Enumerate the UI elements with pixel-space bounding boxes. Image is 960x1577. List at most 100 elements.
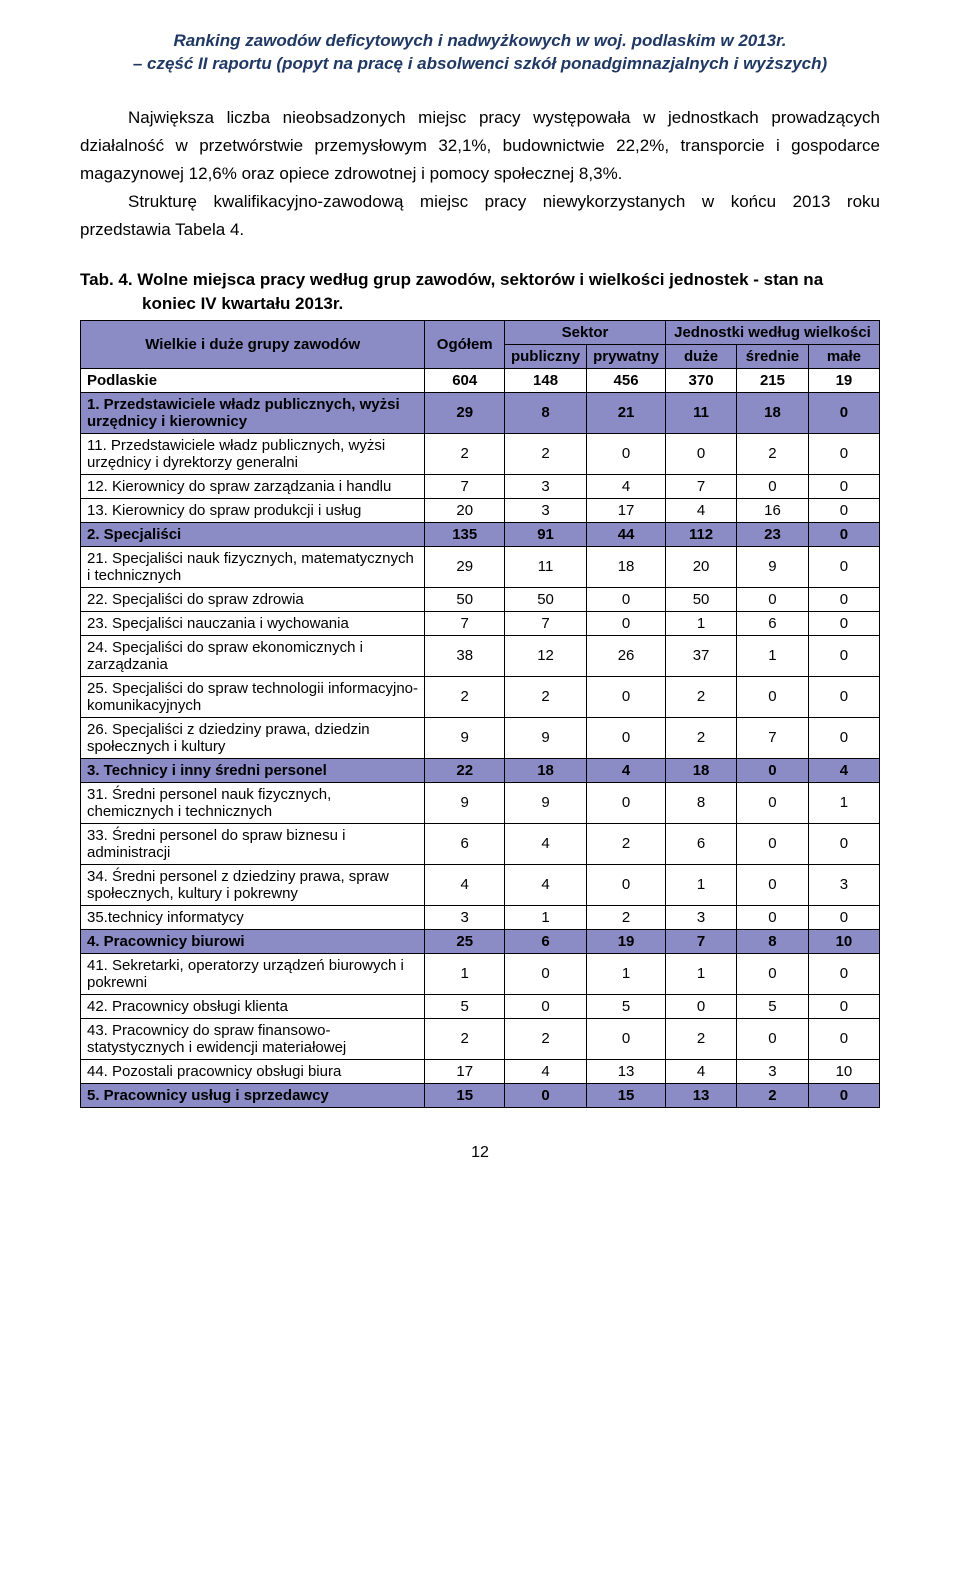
row-value: 0: [587, 864, 666, 905]
row-label: 34. Średni personel z dziedziny prawa, s…: [81, 864, 425, 905]
row-value: 4: [666, 1059, 737, 1083]
row-value: 1: [737, 635, 809, 676]
row-value: 3: [808, 864, 879, 905]
row-value: 0: [666, 433, 737, 474]
row-value: 18: [504, 758, 586, 782]
row-value: 4: [587, 474, 666, 498]
row-label: 12. Kierownicy do spraw zarządzania i ha…: [81, 474, 425, 498]
table-row: 25. Specjaliści do spraw technologii inf…: [81, 676, 880, 717]
row-value: 18: [666, 758, 737, 782]
row-value: 15: [425, 1083, 505, 1107]
row-value: 11: [504, 546, 586, 587]
table-row: 23. Specjaliści nauczania i wychowania77…: [81, 611, 880, 635]
row-value: 0: [808, 1083, 879, 1107]
row-value: 4: [504, 823, 586, 864]
table-head: Wielkie i duże grupy zawodów Ogółem Sekt…: [81, 320, 880, 368]
row-label: 11. Przedstawiciele władz publicznych, w…: [81, 433, 425, 474]
row-value: 135: [425, 522, 505, 546]
row-value: 5: [587, 994, 666, 1018]
row-value: 0: [666, 994, 737, 1018]
row-value: 6: [737, 611, 809, 635]
row-value: 2: [587, 823, 666, 864]
row-label: 43. Pracownicy do spraw finansowo-statys…: [81, 1018, 425, 1059]
row-value: 0: [808, 994, 879, 1018]
row-label: 2. Specjaliści: [81, 522, 425, 546]
row-label: 3. Technicy i inny średni personel: [81, 758, 425, 782]
row-value: 17: [587, 498, 666, 522]
table-caption: Tab. 4. Wolne miejsca pracy według grup …: [80, 268, 880, 316]
page: Ranking zawodów deficytowych i nadwyżkow…: [0, 0, 960, 1202]
row-value: 5: [425, 994, 505, 1018]
paragraph-2: Strukturę kwalifikacyjno-zawodową miejsc…: [80, 188, 880, 244]
table-row: 4. Pracownicy biurowi256197810: [81, 929, 880, 953]
row-value: 456: [587, 368, 666, 392]
row-value: 5: [737, 994, 809, 1018]
th-total: Ogółem: [425, 320, 505, 368]
paragraph-1: Największa liczba nieobsadzonych miejsc …: [80, 104, 880, 188]
row-value: 0: [504, 953, 586, 994]
row-value: 2: [737, 1083, 809, 1107]
row-label: Podlaskie: [81, 368, 425, 392]
row-value: 0: [737, 864, 809, 905]
page-number: 12: [80, 1144, 880, 1162]
th-groups: Wielkie i duże grupy zawodów: [81, 320, 425, 368]
row-value: 0: [737, 953, 809, 994]
row-value: 0: [504, 1083, 586, 1107]
row-value: 50: [425, 587, 505, 611]
row-value: 0: [808, 717, 879, 758]
data-table: Wielkie i duże grupy zawodów Ogółem Sekt…: [80, 320, 880, 1108]
row-value: 9: [504, 717, 586, 758]
row-value: 17: [425, 1059, 505, 1083]
row-label: 23. Specjaliści nauczania i wychowania: [81, 611, 425, 635]
table-row: 3. Technicy i inny średni personel221841…: [81, 758, 880, 782]
row-value: 604: [425, 368, 505, 392]
row-value: 10: [808, 1059, 879, 1083]
row-value: 11: [666, 392, 737, 433]
row-value: 112: [666, 522, 737, 546]
row-value: 0: [587, 587, 666, 611]
row-label: 33. Średni personel do spraw biznesu i a…: [81, 823, 425, 864]
row-value: 0: [587, 611, 666, 635]
row-label: 21. Specjaliści nauk fizycznych, matemat…: [81, 546, 425, 587]
table-row: 41. Sekretarki, operatorzy urządzeń biur…: [81, 953, 880, 994]
header-line-1: Ranking zawodów deficytowych i nadwyżkow…: [173, 31, 786, 50]
row-value: 2: [425, 676, 505, 717]
row-value: 10: [808, 929, 879, 953]
row-value: 0: [808, 676, 879, 717]
row-label: 31. Średni personel nauk fizycznych, che…: [81, 782, 425, 823]
th-sector: Sektor: [504, 320, 665, 344]
row-value: 0: [808, 474, 879, 498]
row-label: 5. Pracownicy usług i sprzedawcy: [81, 1083, 425, 1107]
row-value: 0: [808, 498, 879, 522]
row-value: 0: [587, 676, 666, 717]
row-value: 0: [808, 611, 879, 635]
row-value: 2: [425, 1018, 505, 1059]
header-line-2: – część II raportu (popyt na pracę i abs…: [133, 54, 827, 73]
row-value: 15: [587, 1083, 666, 1107]
row-value: 4: [808, 758, 879, 782]
row-value: 13: [666, 1083, 737, 1107]
row-value: 2: [666, 676, 737, 717]
row-value: 1: [666, 864, 737, 905]
row-label: 42. Pracownicy obsługi klienta: [81, 994, 425, 1018]
row-value: 18: [737, 392, 809, 433]
row-value: 6: [504, 929, 586, 953]
row-value: 370: [666, 368, 737, 392]
row-value: 215: [737, 368, 809, 392]
th-units: Jednostki według wielkości: [666, 320, 880, 344]
row-value: 8: [737, 929, 809, 953]
row-value: 0: [587, 782, 666, 823]
table-row: 43. Pracownicy do spraw finansowo-statys…: [81, 1018, 880, 1059]
row-value: 7: [425, 474, 505, 498]
row-label: 41. Sekretarki, operatorzy urządzeń biur…: [81, 953, 425, 994]
body-paragraphs: Największa liczba nieobsadzonych miejsc …: [80, 104, 880, 244]
row-value: 0: [587, 717, 666, 758]
table-row: 44. Pozostali pracownicy obsługi biura17…: [81, 1059, 880, 1083]
table-row: 26. Specjaliści z dziedziny prawa, dzied…: [81, 717, 880, 758]
row-label: 1. Przedstawiciele władz publicznych, wy…: [81, 392, 425, 433]
table-row: 35.technicy informatycy312300: [81, 905, 880, 929]
row-value: 6: [666, 823, 737, 864]
row-label: 25. Specjaliści do spraw technologii inf…: [81, 676, 425, 717]
row-value: 13: [587, 1059, 666, 1083]
row-value: 2: [587, 905, 666, 929]
